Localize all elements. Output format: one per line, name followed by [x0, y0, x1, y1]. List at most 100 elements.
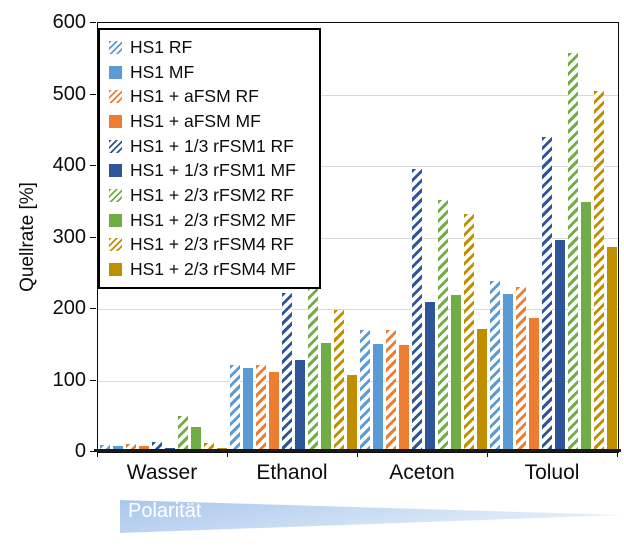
bar-hatched [359, 330, 370, 452]
legend-swatch-solid [109, 114, 122, 128]
gridline [98, 94, 618, 96]
bar-group [228, 287, 358, 452]
bar-solid [346, 375, 357, 452]
bar-hatched [99, 445, 110, 452]
legend: HS1 RF HS1 MF HS1 + aFSM RF HS1 + aFSM MF HS… [98, 28, 321, 289]
legend-label: HS1 + 1/3 rFSM1 RF [130, 135, 294, 156]
y-tick-label: 100 [52, 368, 86, 391]
legend-item: HS1 RF [109, 35, 313, 60]
legend-swatch-hatched [109, 139, 122, 153]
legend-label: HS1 + 2/3 rFSM2 RF [130, 184, 294, 205]
bar-solid [502, 294, 513, 452]
legend-item: HS1 + 2/3 rFSM2 RF [109, 183, 313, 208]
category-label: Ethanol [256, 461, 328, 484]
legend-label: HS1 + 2/3 rFSM2 MF [130, 209, 296, 230]
bar-solid [476, 329, 487, 452]
bar-hatched [385, 330, 396, 452]
bar-hatched [593, 91, 604, 452]
x-axis-tick [487, 452, 488, 457]
bar-solid [320, 343, 331, 452]
gridline [98, 166, 618, 167]
y-axis-tick [90, 308, 96, 309]
legend-item: HS1 + 2/3 rFSM2 MF [109, 208, 313, 233]
x-axis-tick [227, 452, 228, 457]
y-axis-title: Quellrate [%] [17, 182, 38, 292]
polarity-wedge-shape [120, 500, 622, 533]
y-tick-label: 300 [52, 225, 86, 248]
bar-solid [424, 302, 435, 452]
category-label: Toluol [524, 461, 580, 484]
y-tick-label: 400 [52, 154, 86, 176]
bar-hatched [229, 365, 240, 452]
legend-swatch-hatched [109, 188, 122, 202]
legend-swatch-solid [109, 263, 122, 277]
polarity-label: Polarität [128, 500, 202, 522]
gridline [98, 380, 618, 382]
y-tick-label: 0 [74, 440, 86, 462]
legend-label: HS1 RF [130, 36, 193, 57]
bar-hatched [203, 443, 214, 452]
bar-hatched [177, 416, 188, 452]
bar-solid [580, 202, 591, 452]
bar-group [98, 416, 228, 452]
legend-item: HS1 + 2/3 rFSM4 RF [109, 233, 313, 258]
y-tick-label: 500 [52, 82, 86, 105]
y-tick-label: 200 [52, 297, 86, 319]
category-label: Wasser [126, 461, 198, 484]
legend-swatch-hatched [109, 90, 122, 104]
category-label: Aceton [389, 461, 455, 484]
y-axis-tick [90, 22, 96, 23]
legend-swatch-hatched [109, 238, 122, 252]
legend-item: HS1 MF [109, 60, 313, 85]
legend-swatch-hatched [109, 40, 122, 54]
bar-solid [294, 360, 305, 452]
bar-solid [242, 368, 253, 452]
x-axis-line [94, 449, 621, 452]
y-axis-tick [90, 93, 96, 95]
gridline [98, 237, 618, 239]
gridline [98, 309, 618, 310]
bar-hatched [255, 365, 266, 452]
legend-swatch-solid [109, 164, 122, 178]
legend-label: HS1 + 1/3 rFSM1 MF [130, 160, 296, 181]
polarity-wedge [120, 500, 622, 533]
bar-solid [268, 372, 279, 452]
bar-hatched [307, 287, 318, 452]
y-axis-tick [90, 451, 96, 452]
bar-hatched [437, 200, 448, 452]
legend-label: HS1 + 2/3 rFSM4 MF [130, 259, 296, 280]
legend-item: HS1 + aFSM RF [109, 84, 313, 109]
y-axis-tick [90, 236, 96, 238]
bar-hatched [151, 442, 162, 452]
legend-item: HS1 + 2/3 rFSM4 MF [109, 257, 313, 282]
x-axis-tick [357, 452, 358, 457]
bar-hatched [541, 137, 552, 452]
bar-solid [554, 240, 565, 452]
bar-hatched [125, 444, 136, 452]
legend-item: HS1 + 1/3 rFSM1 MF [109, 158, 313, 183]
legend-label: HS1 + aFSM RF [130, 86, 259, 107]
y-axis-tick [90, 165, 96, 166]
legend-label: HS1 + 2/3 rFSM4 RF [130, 234, 294, 255]
legend-swatch-solid [109, 65, 122, 79]
y-tick-label: 600 [52, 11, 86, 33]
plot-area [97, 22, 619, 453]
bar-hatched [333, 310, 344, 452]
bar-solid [372, 344, 383, 452]
legend-item: HS1 + aFSM MF [109, 109, 313, 134]
bar-group [488, 53, 618, 452]
legend-item: HS1 + 1/3 rFSM1 RF [109, 134, 313, 159]
x-axis-tick [617, 452, 618, 457]
legend-label: HS1 + aFSM MF [130, 110, 261, 131]
bar-solid [450, 295, 461, 452]
bar-hatched [489, 281, 500, 452]
legend-swatch-solid [109, 213, 122, 227]
bar-solid [398, 345, 409, 452]
bar-hatched [463, 214, 474, 452]
bar-hatched [411, 169, 422, 452]
legend-label: HS1 MF [130, 61, 195, 82]
bar-solid [190, 427, 201, 452]
bar-solid [606, 247, 617, 452]
bar-hatched [567, 53, 578, 452]
